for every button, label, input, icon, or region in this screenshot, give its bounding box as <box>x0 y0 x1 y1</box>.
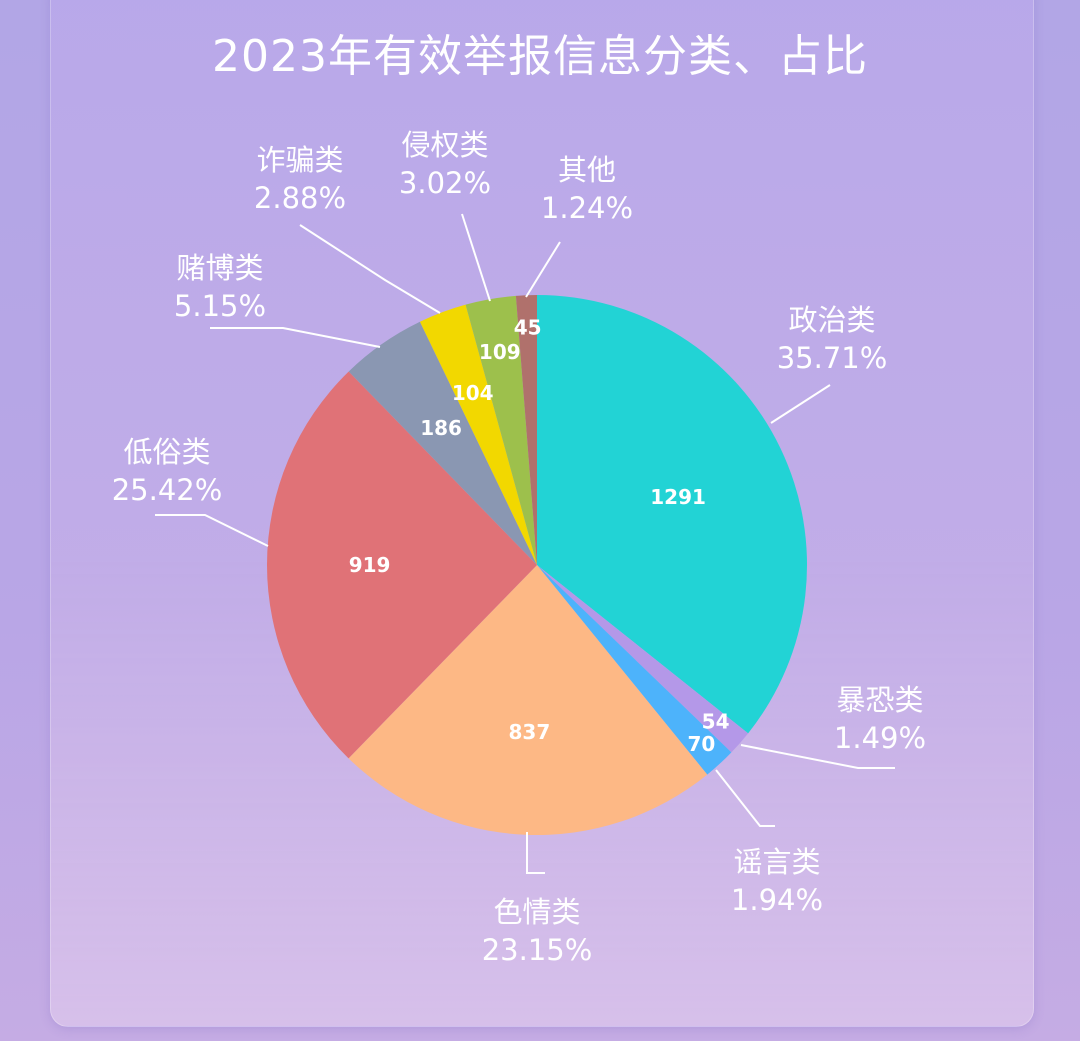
pie-slice <box>348 321 537 565</box>
category-percent: 23.15% <box>482 933 593 967</box>
category-name: 政治类 <box>788 303 875 337</box>
category-name: 谣言类 <box>733 845 820 879</box>
category-percent: 5.15% <box>174 289 266 323</box>
category-percent: 1.49% <box>834 721 926 755</box>
leader-line <box>155 514 269 547</box>
category-percent: 1.24% <box>541 191 633 225</box>
slice-value-label: 104 <box>452 381 494 405</box>
leader-line <box>461 213 491 302</box>
category-percent: 35.71% <box>777 341 888 375</box>
slice-value-label: 45 <box>514 316 542 340</box>
category-name: 侵权类 <box>401 128 488 162</box>
category-name: 暴恐类 <box>836 683 923 717</box>
pie-slice <box>537 295 808 734</box>
slice-value-label: 109 <box>479 340 521 364</box>
slice-value-label: 919 <box>349 553 391 577</box>
leader-line <box>770 384 831 424</box>
category-percent: 1.94% <box>731 883 823 917</box>
category-name: 诈骗类 <box>256 143 343 177</box>
category-percent: 25.42% <box>112 473 223 507</box>
leader-line <box>715 769 775 827</box>
category-percent: 2.88% <box>254 181 346 215</box>
pie-slice <box>348 565 708 836</box>
pie-slice <box>537 565 749 753</box>
category-name: 赌博类 <box>176 251 263 285</box>
slice-value-label: 70 <box>687 732 715 756</box>
leader-line <box>526 832 545 874</box>
pie-slice <box>537 565 732 775</box>
pie-slice <box>419 304 537 565</box>
leader-line <box>210 327 381 348</box>
leader-line <box>525 241 561 298</box>
leader-line <box>299 224 441 314</box>
category-labels: 政治类 35.71% 暴恐类 1.49% 谣言类 1.94% 色情类 23.15% 低俗类 25.… <box>112 128 926 967</box>
leader-lines <box>155 213 895 874</box>
leader-line <box>740 744 895 769</box>
slice-value-label: 54 <box>702 710 730 734</box>
category-name: 低俗类 <box>123 435 210 469</box>
pie-slice <box>515 295 537 565</box>
slice-value-label: 837 <box>509 720 551 744</box>
pie-slice <box>465 295 537 565</box>
category-percent: 3.02% <box>399 166 491 200</box>
category-name: 其他 <box>558 153 616 187</box>
slice-value-label: 1291 <box>650 485 706 509</box>
pie-slices <box>266 295 808 836</box>
slice-value-label: 186 <box>420 416 462 440</box>
category-name: 色情类 <box>493 895 580 929</box>
pie-slice <box>266 371 537 759</box>
chart-title: 2023年有效举报信息分类、占比 <box>212 31 868 82</box>
